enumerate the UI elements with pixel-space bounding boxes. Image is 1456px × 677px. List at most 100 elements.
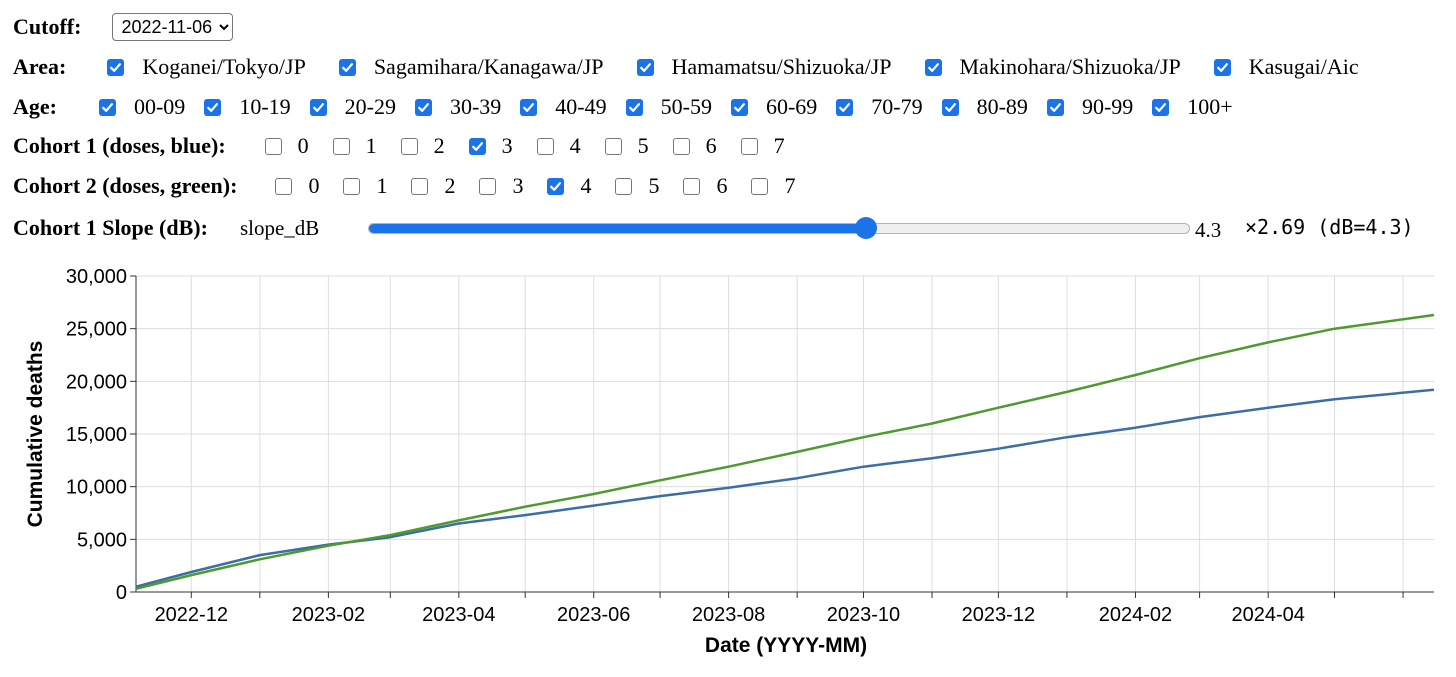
- checkbox[interactable]: [1152, 98, 1170, 116]
- checkbox[interactable]: [338, 58, 356, 76]
- checkbox-label[interactable]: 5: [637, 133, 649, 158]
- cutoff-select[interactable]: 2022-11-06: [112, 13, 234, 41]
- checkbox-label[interactable]: Sagamihara/Kanagawa/JP: [373, 54, 604, 79]
- area-checkbox-item[interactable]: Koganei/Tokyo/JP: [107, 54, 306, 80]
- checkbox[interactable]: [400, 137, 418, 155]
- checkbox-label[interactable]: 7: [773, 133, 785, 158]
- checkbox-label[interactable]: 20-29: [344, 94, 396, 119]
- slope-slider-thumb[interactable]: [855, 217, 878, 239]
- checkbox[interactable]: [683, 177, 701, 195]
- cohort2-checkbox-item[interactable]: 3: [479, 173, 523, 199]
- checkbox-label[interactable]: 4: [569, 133, 581, 158]
- age-checkbox-item[interactable]: 50-59: [625, 94, 712, 120]
- checkbox[interactable]: [625, 98, 643, 116]
- age-checkbox-item[interactable]: 100+: [1152, 94, 1233, 120]
- checkbox-label[interactable]: Kasugai/Aic: [1248, 54, 1359, 79]
- checkbox-label[interactable]: 60-69: [765, 94, 818, 119]
- checkbox[interactable]: [672, 137, 690, 155]
- checkbox[interactable]: [275, 177, 293, 195]
- cohort1-checkbox-item[interactable]: 7: [740, 133, 785, 159]
- checkbox-label[interactable]: 00-09: [133, 94, 186, 119]
- cohort2-checkbox-item[interactable]: 0: [275, 173, 319, 199]
- age-checkbox-item[interactable]: 80-89: [941, 94, 1028, 120]
- age-checkbox-item[interactable]: 10-19: [204, 94, 291, 120]
- cohort1-checkbox-item[interactable]: 0: [264, 133, 309, 159]
- checkbox-label[interactable]: Hamamatsu/Shizuoka/JP: [671, 54, 892, 79]
- checkbox-label[interactable]: 0: [297, 133, 309, 158]
- age-checkbox-item[interactable]: 90-99: [1046, 94, 1134, 120]
- age-checkbox-item[interactable]: 20-29: [309, 94, 396, 120]
- cohort1-checkbox-item[interactable]: 2: [400, 133, 445, 159]
- cohort2-checkbox-item[interactable]: 6: [683, 173, 727, 199]
- checkbox-label[interactable]: 1: [376, 173, 388, 198]
- age-checkbox-item[interactable]: 00-09: [98, 94, 186, 120]
- checkbox[interactable]: [636, 58, 654, 76]
- checkbox-label[interactable]: 100+: [1187, 94, 1233, 119]
- checkbox[interactable]: [107, 58, 125, 76]
- checkbox[interactable]: [615, 177, 633, 195]
- checkbox[interactable]: [264, 137, 282, 155]
- checkbox[interactable]: [468, 137, 486, 155]
- checkbox[interactable]: [309, 98, 327, 116]
- cohort2-checkbox-item[interactable]: 7: [751, 173, 795, 199]
- checkbox-label[interactable]: 80-89: [976, 94, 1028, 119]
- checkbox[interactable]: [924, 58, 942, 76]
- cohort2-checkbox-item[interactable]: 2: [411, 173, 455, 199]
- checkbox[interactable]: [547, 177, 565, 195]
- checkbox-label[interactable]: Koganei/Tokyo/JP: [142, 54, 306, 79]
- checkbox[interactable]: [836, 98, 854, 116]
- cohort1-checkbox-item[interactable]: 4: [536, 133, 581, 159]
- checkbox-label[interactable]: 10-19: [239, 94, 291, 119]
- checkbox-label[interactable]: 6: [705, 133, 717, 158]
- checkbox[interactable]: [479, 177, 497, 195]
- age-checkbox-item[interactable]: 40-49: [520, 94, 607, 120]
- checkbox-label[interactable]: 50-59: [660, 94, 712, 119]
- checkbox[interactable]: [751, 177, 769, 195]
- checkbox[interactable]: [536, 137, 554, 155]
- cohort1-checkbox-item[interactable]: 6: [672, 133, 717, 159]
- checkbox-label[interactable]: 3: [512, 173, 524, 198]
- checkbox-label[interactable]: 90-99: [1081, 94, 1134, 119]
- slope-slider-track[interactable]: [368, 223, 1190, 234]
- age-checkbox-item[interactable]: 30-39: [414, 94, 502, 120]
- checkbox[interactable]: [411, 177, 429, 195]
- cohort1-checkbox-item[interactable]: 1: [332, 133, 377, 159]
- cohort1-checkbox-item[interactable]: 3: [468, 133, 513, 159]
- checkbox[interactable]: [204, 98, 222, 116]
- checkbox-label[interactable]: 7: [784, 173, 796, 198]
- checkbox[interactable]: [414, 98, 432, 116]
- cohort2-checkbox-item[interactable]: 1: [343, 173, 387, 199]
- age-checkbox-item[interactable]: 60-69: [730, 94, 818, 120]
- checkbox-label[interactable]: Makinohara/Shizuoka/JP: [959, 54, 1181, 79]
- checkbox-label[interactable]: 70-79: [871, 94, 923, 119]
- checkbox[interactable]: [730, 98, 748, 116]
- area-checkbox-item[interactable]: Kasugai/Aic: [1213, 54, 1359, 80]
- checkbox-label[interactable]: 40-49: [555, 94, 607, 119]
- checkbox-label[interactable]: 5: [648, 173, 660, 198]
- checkbox[interactable]: [98, 98, 116, 116]
- slope-slider[interactable]: [368, 216, 1190, 240]
- checkbox-label[interactable]: 2: [444, 173, 456, 198]
- age-checkbox-item[interactable]: 70-79: [836, 94, 923, 120]
- checkbox[interactable]: [343, 177, 361, 195]
- checkbox[interactable]: [1046, 98, 1064, 116]
- area-checkbox-item[interactable]: Sagamihara/Kanagawa/JP: [338, 54, 604, 80]
- area-checkbox-item[interactable]: Hamamatsu/Shizuoka/JP: [636, 54, 892, 80]
- checkbox[interactable]: [941, 98, 959, 116]
- cohort2-checkbox-item[interactable]: 4: [547, 173, 591, 199]
- checkbox-label[interactable]: 3: [501, 133, 513, 158]
- checkbox-label[interactable]: 0: [308, 173, 320, 198]
- checkbox[interactable]: [520, 98, 538, 116]
- checkbox-label[interactable]: 2: [433, 133, 445, 158]
- checkbox-label[interactable]: 6: [716, 173, 728, 198]
- cohort2-checkbox-item[interactable]: 5: [615, 173, 659, 199]
- checkbox[interactable]: [604, 137, 622, 155]
- checkbox-label[interactable]: 4: [580, 173, 592, 198]
- checkbox-label[interactable]: 1: [365, 133, 377, 158]
- area-checkbox-item[interactable]: Makinohara/Shizuoka/JP: [924, 54, 1181, 80]
- checkbox[interactable]: [332, 137, 350, 155]
- checkbox[interactable]: [740, 137, 758, 155]
- checkbox[interactable]: [1213, 58, 1231, 76]
- cohort1-checkbox-item[interactable]: 5: [604, 133, 649, 159]
- checkbox-label[interactable]: 30-39: [449, 94, 502, 119]
